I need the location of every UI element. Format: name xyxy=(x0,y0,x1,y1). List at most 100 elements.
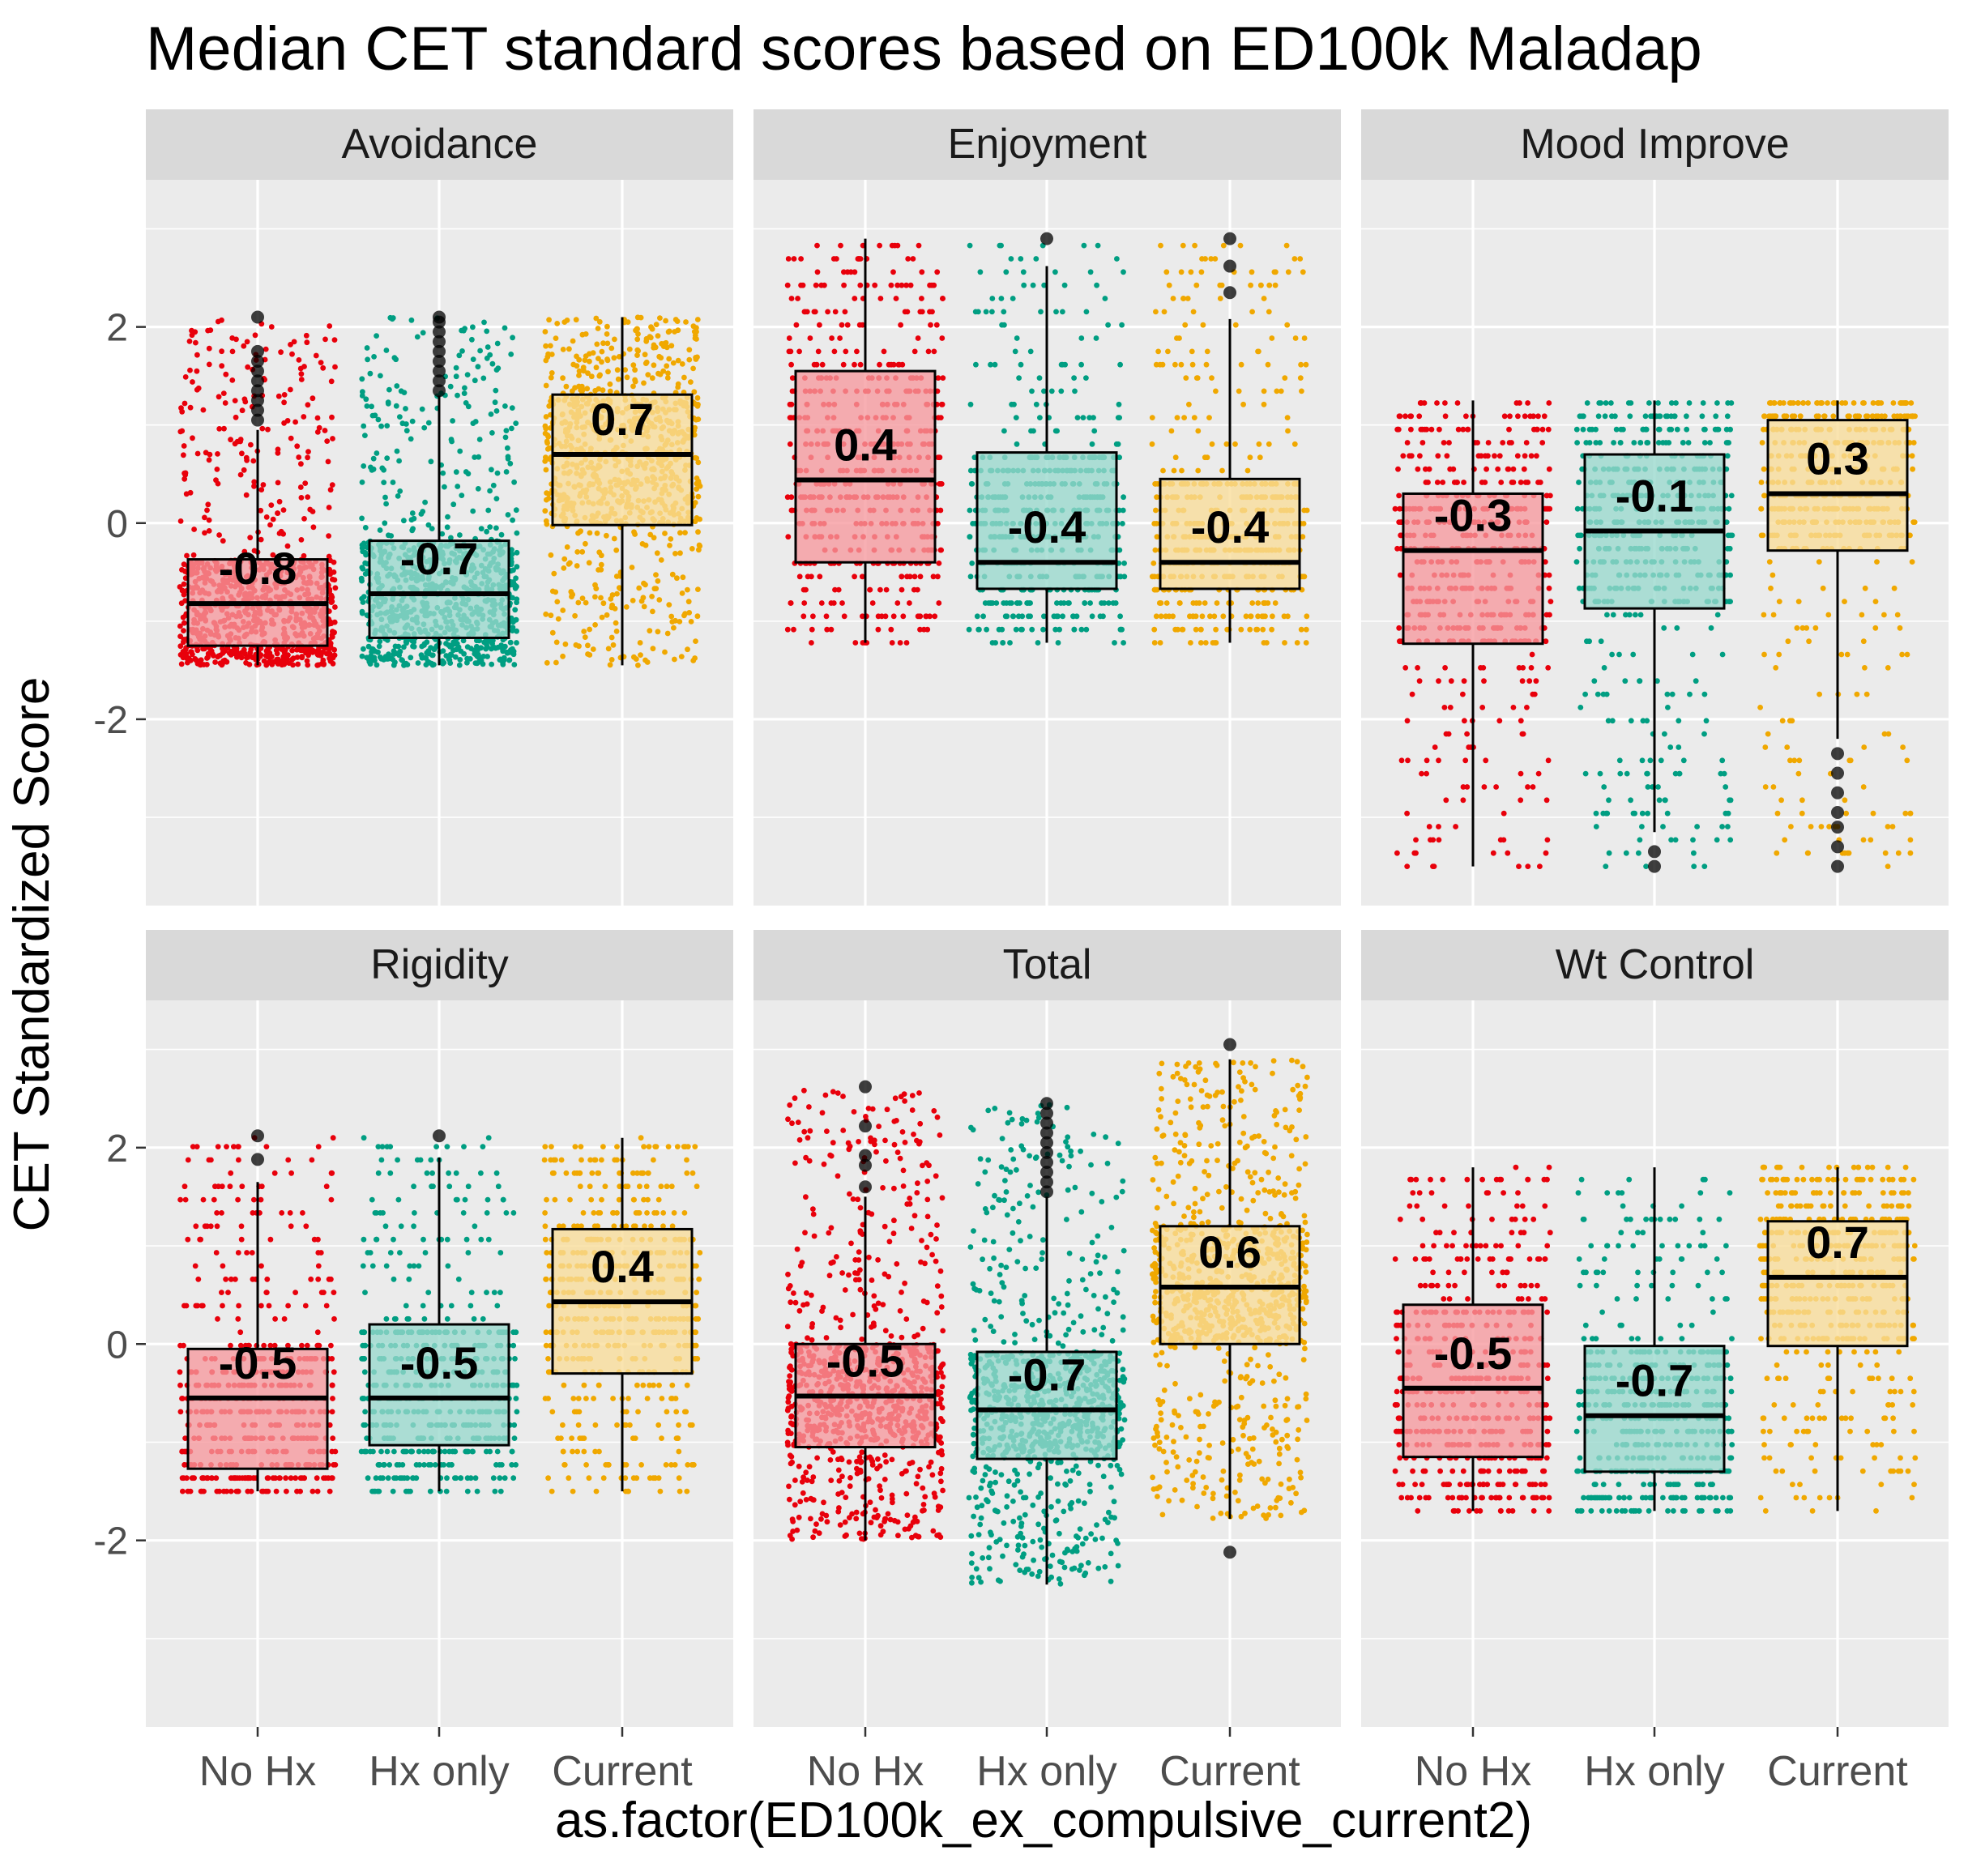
data-point xyxy=(299,654,305,659)
data-point xyxy=(281,399,287,406)
data-point xyxy=(470,356,476,362)
data-point xyxy=(553,335,559,341)
data-point xyxy=(394,383,400,389)
data-point xyxy=(241,548,248,555)
data-point xyxy=(1510,480,1517,485)
data-point xyxy=(245,364,251,370)
data-point xyxy=(899,573,905,580)
data-point xyxy=(1462,718,1467,724)
data-point xyxy=(546,317,552,323)
data-point xyxy=(592,622,598,628)
data-point xyxy=(181,400,188,407)
data-point xyxy=(919,309,925,315)
data-point xyxy=(1019,613,1026,620)
data-point xyxy=(1247,626,1253,633)
data-point xyxy=(1202,600,1208,606)
data-point xyxy=(238,654,245,661)
data-point xyxy=(313,352,319,359)
data-point xyxy=(590,646,596,652)
data-point xyxy=(370,466,377,472)
data-point xyxy=(472,454,478,460)
data-point xyxy=(327,487,334,493)
data-point xyxy=(936,561,942,566)
data-point xyxy=(1501,413,1508,420)
data-point xyxy=(314,651,321,658)
data-point xyxy=(485,507,492,514)
data-point xyxy=(1266,309,1272,315)
data-point xyxy=(478,526,485,532)
data-point xyxy=(201,662,207,667)
data-point xyxy=(1297,375,1304,381)
data-point xyxy=(359,608,365,615)
data-point xyxy=(583,540,588,547)
data-point xyxy=(967,401,974,407)
data-point xyxy=(852,573,857,580)
data-point xyxy=(216,532,222,538)
data-point xyxy=(383,347,390,353)
data-point xyxy=(456,352,463,359)
data-point xyxy=(1163,269,1170,275)
data-point xyxy=(182,470,189,476)
data-point xyxy=(664,363,670,369)
data-point xyxy=(361,463,367,469)
data-point xyxy=(178,661,185,667)
data-point xyxy=(474,653,480,659)
data-point xyxy=(785,256,792,262)
data-point xyxy=(1249,309,1255,315)
data-point xyxy=(1101,600,1108,606)
data-point xyxy=(785,534,792,540)
data-point xyxy=(587,358,592,365)
data-point xyxy=(1291,441,1298,447)
facet-avoidance: Avoidance-0.8 -0.70.7 xyxy=(146,109,733,906)
data-point xyxy=(1273,269,1279,275)
data-point xyxy=(655,333,661,339)
data-point xyxy=(544,432,551,438)
data-point xyxy=(1525,784,1530,790)
data-point xyxy=(877,242,882,249)
data-point xyxy=(440,470,446,476)
data-point xyxy=(542,508,549,514)
data-point xyxy=(260,482,267,488)
data-point xyxy=(1071,626,1078,633)
data-point xyxy=(1416,413,1423,420)
data-point xyxy=(472,377,478,384)
data-point xyxy=(421,641,428,647)
data-point xyxy=(1402,665,1409,671)
data-point xyxy=(1037,415,1043,420)
median-label: -0.4 xyxy=(1008,501,1086,552)
data-point xyxy=(489,661,495,667)
data-point xyxy=(450,501,457,508)
data-point xyxy=(1048,388,1055,394)
data-point xyxy=(401,644,407,650)
data-point xyxy=(593,586,600,591)
data-point xyxy=(320,657,327,663)
data-point xyxy=(377,654,383,660)
data-point xyxy=(890,613,897,620)
data-point xyxy=(585,651,591,657)
data-point xyxy=(359,515,365,522)
data-point xyxy=(245,654,251,660)
data-point xyxy=(626,346,633,352)
data-point xyxy=(453,365,459,371)
data-point xyxy=(877,361,882,368)
data-point xyxy=(403,406,408,411)
data-point xyxy=(1219,282,1225,288)
data-point xyxy=(1466,744,1472,750)
data-point xyxy=(181,639,186,646)
data-point xyxy=(314,429,321,435)
data-point xyxy=(1171,467,1177,474)
data-point xyxy=(1020,269,1027,275)
data-point xyxy=(221,425,227,432)
data-point xyxy=(1544,837,1551,843)
data-point xyxy=(359,653,365,659)
data-point xyxy=(576,643,582,650)
data-point xyxy=(288,342,293,347)
data-point xyxy=(1303,640,1309,646)
outlier-point xyxy=(251,355,264,368)
data-point xyxy=(898,322,903,328)
data-point xyxy=(1442,665,1448,671)
data-point xyxy=(258,536,264,543)
data-point xyxy=(267,522,273,528)
data-point xyxy=(1418,426,1424,433)
